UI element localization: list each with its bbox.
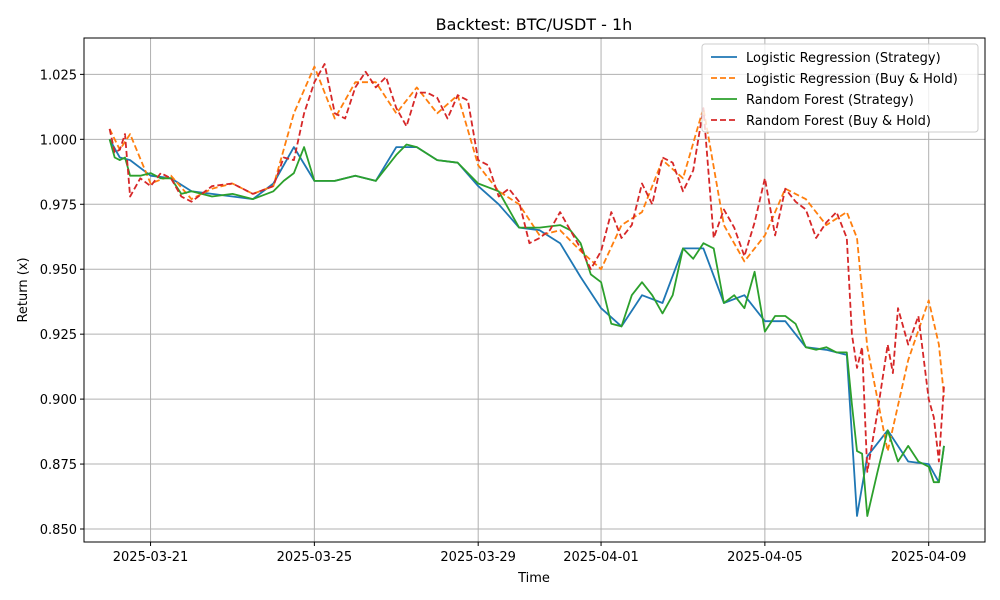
chart-title: Backtest: BTC/USDT - 1h <box>436 15 633 34</box>
x-tick-label: 2025-04-09 <box>891 550 967 565</box>
legend-box <box>701 43 979 133</box>
legend-label: Random Forest (Buy & Hold) <box>746 114 931 129</box>
x-tick-label: 2025-03-25 <box>277 550 353 565</box>
y-axis-label: Return (x) <box>16 257 31 322</box>
x-tick-label: 2025-03-29 <box>440 550 516 565</box>
y-tick-label: 1.000 <box>40 133 77 148</box>
series-layer <box>108 63 945 517</box>
y-tick-label: 0.950 <box>40 263 77 278</box>
series-line-4 <box>108 63 945 473</box>
grid-lines <box>84 38 985 542</box>
y-tick-label: 0.900 <box>40 393 77 408</box>
series-line-3 <box>108 139 945 517</box>
x-tick-label: 2025-03-21 <box>113 550 189 565</box>
y-tick-label: 0.975 <box>40 198 77 213</box>
x-axis-label: Time <box>517 571 550 586</box>
axis-ticks: 2025-03-21 2025-03-25 2025-03-29 2025-04-01… <box>40 68 967 565</box>
y-tick-label: 0.875 <box>40 458 77 473</box>
plot-frame <box>83 37 986 543</box>
x-tick-label: 2025-04-05 <box>727 550 803 565</box>
x-tick-label: 2025-04-01 <box>563 550 639 565</box>
legend-label: Logistic Regression (Buy & Hold) <box>746 72 958 87</box>
y-tick-label: 0.850 <box>40 523 77 538</box>
y-tick-label: 0.925 <box>40 328 77 343</box>
legend: Logistic Regression (Strategy) Logistic R… <box>701 43 979 133</box>
legend-label: Logistic Regression (Strategy) <box>746 51 941 66</box>
legend-label: Random Forest (Strategy) <box>746 93 914 108</box>
y-tick-label: 1.025 <box>40 68 77 83</box>
